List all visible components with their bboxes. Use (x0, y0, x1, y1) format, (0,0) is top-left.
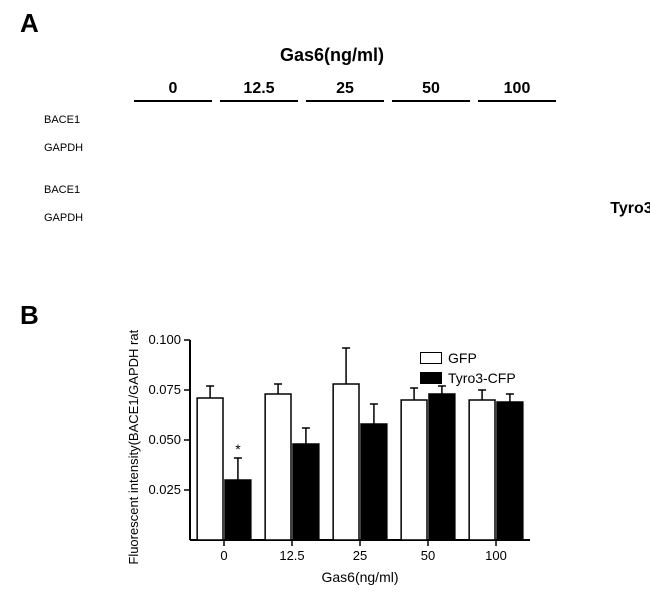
svg-text:0.025: 0.025 (148, 482, 181, 497)
western-blot-area: 0 12.5 25 50 100 GFP BACE1 GAPDH Tyro3-C… (110, 80, 610, 234)
panel-b-label: B (20, 300, 39, 331)
dose-label: 100 (478, 80, 556, 102)
row-label: GAPDH (44, 212, 100, 224)
legend-swatch (420, 372, 442, 384)
blot-row-gapdh-tyro3: GAPDH (110, 204, 610, 232)
blot-row-gapdh-gfp: GAPDH (110, 134, 610, 162)
legend-item-tyro3: Tyro3-CFP (420, 370, 516, 386)
legend-item-gfp: GFP (420, 350, 516, 366)
legend-text: Tyro3-CFP (448, 370, 516, 386)
panel-a-title: Gas6(ng/ml) (280, 45, 384, 66)
svg-text:100: 100 (485, 548, 507, 563)
dose-label: 0 (134, 80, 212, 102)
blot-row-bace1-gfp: BACE1 (110, 108, 610, 132)
svg-text:0.075: 0.075 (148, 382, 181, 397)
svg-text:*: * (235, 441, 241, 457)
panel-a-label: A (20, 8, 39, 39)
row-label: BACE1 (44, 114, 100, 126)
group-label-tyro3: Tyro3-CFP (610, 200, 650, 218)
svg-text:Gas6(ng/ml): Gas6(ng/ml) (321, 569, 398, 585)
dose-label: 25 (306, 80, 384, 102)
chart-legend: GFP Tyro3-CFP (420, 350, 516, 390)
svg-text:0: 0 (220, 548, 227, 563)
svg-text:12.5: 12.5 (279, 548, 304, 563)
svg-text:Fluorescent intensity(BACE1/GA: Fluorescent intensity(BACE1/GAPDH ratio) (126, 330, 141, 565)
blot-group-gfp: GFP BACE1 GAPDH (110, 108, 610, 162)
row-label: GAPDH (44, 142, 100, 154)
blot-row-bace1-tyro3: BACE1 (110, 178, 610, 202)
dose-label: 50 (392, 80, 470, 102)
svg-text:0.050: 0.050 (148, 432, 181, 447)
svg-text:25: 25 (353, 548, 367, 563)
blot-group-tyro3: Tyro3-CFP BACE1 GAPDH (110, 178, 610, 232)
row-label: BACE1 (44, 184, 100, 196)
dose-label: 12.5 (220, 80, 298, 102)
svg-text:0.100: 0.100 (148, 332, 181, 347)
legend-swatch (420, 352, 442, 364)
legend-text: GFP (448, 350, 477, 366)
svg-text:50: 50 (421, 548, 435, 563)
